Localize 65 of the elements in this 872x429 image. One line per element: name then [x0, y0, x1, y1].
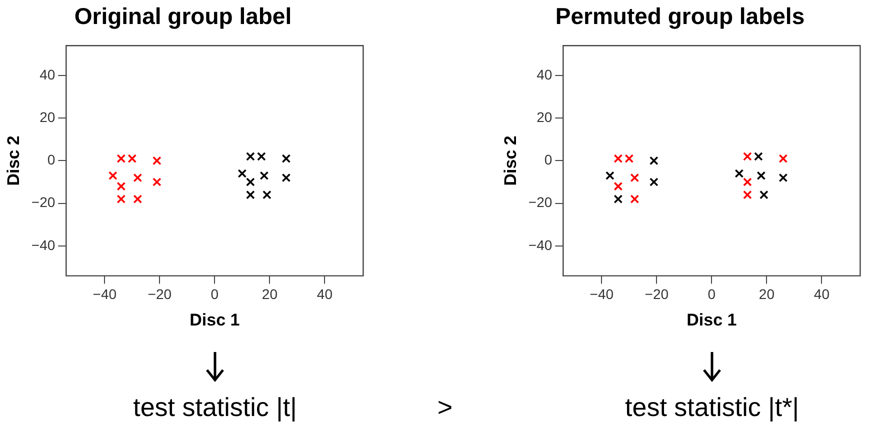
- point: [630, 173, 640, 182]
- point: [246, 152, 255, 161]
- y-axis-title: Disc 2: [4, 136, 23, 186]
- point: [116, 154, 126, 164]
- point: [614, 154, 623, 164]
- x-tick-label: −20: [148, 286, 172, 302]
- x-tick-label: 20: [262, 286, 278, 302]
- point: [756, 171, 766, 180]
- point: [778, 154, 788, 164]
- x-axis-title: Disc 1: [190, 310, 240, 330]
- y-tick-label: 0: [544, 152, 552, 168]
- point: [246, 190, 255, 200]
- point: [108, 171, 118, 180]
- y-tick-label: −20: [31, 194, 56, 210]
- x-tick-label: 20: [758, 286, 775, 302]
- point: [256, 152, 266, 161]
- y-tick-label: 20: [536, 108, 552, 125]
- point: [282, 173, 291, 182]
- x-tick-label: −20: [644, 286, 669, 302]
- point: [246, 178, 255, 186]
- x-tick-label: −40: [92, 286, 117, 302]
- point: [128, 154, 137, 164]
- point: [238, 169, 247, 178]
- x-tick-label: 0: [210, 286, 219, 302]
- point: [260, 171, 269, 180]
- y-tick-label: 20: [40, 108, 56, 125]
- text: test statistic |t|: [133, 392, 297, 423]
- y-tick-label: 40: [40, 66, 56, 82]
- point: [624, 154, 634, 164]
- point: [116, 194, 126, 204]
- point: [734, 169, 744, 178]
- y-tick-label: −20: [528, 194, 552, 210]
- point: [605, 171, 614, 180]
- point: [742, 178, 752, 186]
- point: [760, 190, 768, 200]
- point: [282, 154, 291, 164]
- point: [133, 173, 142, 182]
- point: [630, 194, 640, 204]
- y-tick-label: 0: [47, 152, 56, 168]
- point: [649, 156, 658, 166]
- point: [742, 190, 752, 200]
- x-axis-title: Disc 1: [686, 310, 737, 330]
- y-tick-label: −40: [528, 236, 552, 253]
- chart-title: Original group label: [74, 3, 292, 30]
- x-tick-label: 40: [316, 286, 333, 302]
- text: >: [437, 392, 453, 423]
- y-axis-title: Disc 2: [500, 136, 520, 186]
- y-tick-label: −40: [31, 236, 56, 253]
- point: [262, 190, 272, 200]
- x-tick-label: 0: [708, 286, 716, 302]
- point: [754, 152, 763, 161]
- chart-title: Permuted group labels: [555, 3, 805, 30]
- point: [778, 173, 788, 182]
- x-tick-label: 40: [814, 286, 830, 302]
- text: test statistic |t*|: [625, 392, 799, 423]
- x-tick-label: −40: [590, 286, 614, 302]
- point: [152, 178, 162, 186]
- point: [649, 178, 658, 186]
- point: [614, 182, 623, 191]
- y-tick-label: 40: [536, 66, 552, 82]
- point: [614, 194, 623, 204]
- point: [742, 152, 752, 161]
- point: [116, 182, 126, 191]
- point: [152, 156, 162, 166]
- point: [133, 194, 142, 204]
